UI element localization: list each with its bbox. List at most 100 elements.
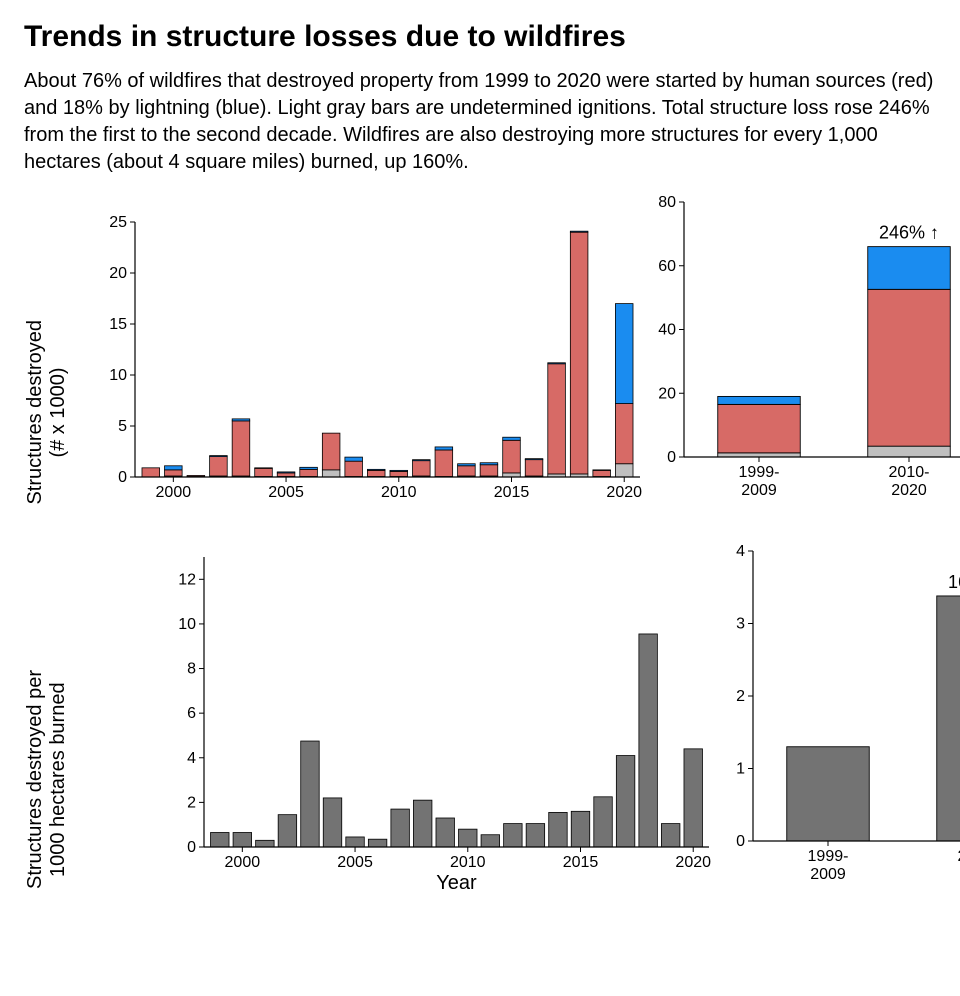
svg-text:6: 6 bbox=[187, 705, 196, 722]
page: Trends in structure losses due to wildfi… bbox=[0, 0, 960, 996]
svg-text:2005: 2005 bbox=[268, 484, 304, 501]
bar-segment bbox=[390, 470, 408, 471]
svg-text:4: 4 bbox=[736, 543, 745, 560]
bar bbox=[301, 741, 319, 847]
bar-segment bbox=[718, 453, 801, 457]
bar-segment bbox=[718, 396, 801, 404]
bar bbox=[661, 824, 679, 847]
svg-text:1: 1 bbox=[736, 761, 745, 778]
svg-text:2020: 2020 bbox=[675, 854, 711, 871]
svg-text:15: 15 bbox=[109, 316, 127, 333]
bar-segment bbox=[570, 232, 588, 474]
bar-segment bbox=[367, 469, 385, 470]
bar bbox=[436, 818, 454, 847]
svg-text:4: 4 bbox=[187, 750, 196, 767]
svg-text:80: 80 bbox=[658, 194, 676, 211]
bar-segment bbox=[435, 447, 453, 450]
svg-text:40: 40 bbox=[658, 322, 676, 339]
bar-segment bbox=[548, 364, 566, 474]
bar-segment bbox=[480, 463, 498, 465]
bar bbox=[549, 812, 567, 847]
bar-segment bbox=[615, 304, 633, 404]
svg-text:2010: 2010 bbox=[450, 854, 486, 871]
bar bbox=[616, 756, 634, 847]
bar bbox=[413, 800, 431, 847]
svg-text:2000: 2000 bbox=[225, 854, 261, 871]
bar-segment bbox=[255, 468, 273, 476]
bar bbox=[391, 809, 409, 847]
bar-segment bbox=[503, 437, 521, 440]
page-subtitle: About 76% of wildfires that destroyed pr… bbox=[24, 68, 936, 176]
bar-segment bbox=[458, 466, 476, 476]
bar bbox=[481, 835, 499, 847]
bar-segment bbox=[525, 460, 543, 476]
bar-segment bbox=[187, 475, 205, 476]
panel-row-bottom: Structures destroyed per1000 hectares bu… bbox=[24, 543, 936, 889]
svg-text:10: 10 bbox=[109, 367, 127, 384]
bar bbox=[571, 811, 589, 847]
svg-text:2009: 2009 bbox=[810, 866, 846, 883]
bar bbox=[233, 833, 251, 848]
bar-segment bbox=[142, 468, 160, 477]
svg-text:2010: 2010 bbox=[381, 484, 417, 501]
annotation-246: 246% ↑ bbox=[879, 223, 939, 243]
svg-text:10: 10 bbox=[178, 616, 196, 633]
bar bbox=[937, 596, 960, 841]
page-title: Trends in structure losses due to wildfi… bbox=[24, 20, 936, 54]
ylabel-top-wrap: Structures destroyed(# x 1000) bbox=[24, 320, 99, 505]
svg-text:2010-: 2010- bbox=[889, 464, 930, 481]
svg-text:5: 5 bbox=[118, 418, 127, 435]
bar-segment bbox=[210, 457, 228, 476]
bar bbox=[787, 747, 870, 841]
bar-segment bbox=[277, 472, 295, 473]
svg-text:2000: 2000 bbox=[156, 484, 192, 501]
svg-text:2015: 2015 bbox=[494, 484, 530, 501]
bar bbox=[346, 837, 364, 847]
bar bbox=[256, 840, 274, 847]
bar-segment bbox=[413, 460, 431, 461]
ylabel-bottom-wrap: Structures destroyed per1000 hectares bu… bbox=[24, 670, 168, 889]
bar-segment bbox=[593, 470, 611, 476]
panel-row-top: Structures destroyed(# x 1000) 051015202… bbox=[24, 194, 936, 505]
svg-text:3: 3 bbox=[736, 616, 745, 633]
bar-segment bbox=[322, 470, 340, 477]
svg-text:0: 0 bbox=[118, 469, 127, 486]
svg-text:2020: 2020 bbox=[606, 484, 642, 501]
panel-grid: Structures destroyed(# x 1000) 051015202… bbox=[24, 194, 936, 889]
svg-text:0: 0 bbox=[667, 449, 676, 466]
chart-structures-by-decade: 246% ↑0204060801999-20092010-2020 bbox=[648, 194, 960, 505]
svg-text:12: 12 bbox=[178, 571, 196, 588]
svg-text:2: 2 bbox=[187, 794, 196, 811]
bar-segment bbox=[165, 466, 183, 470]
svg-text:20: 20 bbox=[109, 265, 127, 282]
bar-segment bbox=[345, 457, 363, 461]
bar-segment bbox=[390, 471, 408, 476]
bar-segment bbox=[615, 404, 633, 464]
ylabel-top: Structures destroyed(# x 1000) bbox=[24, 320, 70, 505]
bar-segment bbox=[322, 433, 340, 470]
svg-text:2009: 2009 bbox=[741, 482, 777, 499]
svg-text:1999-: 1999- bbox=[808, 848, 849, 865]
bar bbox=[459, 829, 477, 847]
chart-rate-by-year: 02468101220002005201020152020Year bbox=[168, 549, 717, 889]
bar bbox=[368, 839, 386, 847]
svg-text:2005: 2005 bbox=[337, 854, 373, 871]
bar bbox=[684, 749, 702, 847]
bar bbox=[323, 798, 341, 847]
bar-segment bbox=[165, 470, 183, 476]
bar bbox=[526, 824, 544, 847]
bar-segment bbox=[300, 467, 318, 469]
bar-segment bbox=[503, 473, 521, 477]
svg-text:0: 0 bbox=[736, 833, 745, 850]
bar-segment bbox=[277, 473, 295, 477]
bar-segment bbox=[868, 446, 951, 457]
svg-text:25: 25 bbox=[109, 214, 127, 231]
bar bbox=[594, 797, 612, 847]
bar-segment bbox=[480, 465, 498, 476]
svg-text:2: 2 bbox=[736, 688, 745, 705]
bar-segment bbox=[435, 450, 453, 477]
bar-segment bbox=[615, 464, 633, 477]
ylabel-bottom: Structures destroyed per1000 hectares bu… bbox=[24, 670, 70, 889]
bar bbox=[504, 824, 522, 847]
bar-segment bbox=[593, 470, 611, 471]
